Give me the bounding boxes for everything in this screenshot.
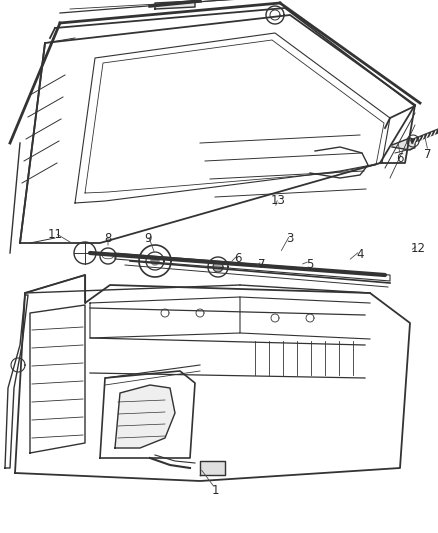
Polygon shape bbox=[200, 461, 225, 475]
Polygon shape bbox=[155, 1, 195, 9]
Polygon shape bbox=[115, 385, 175, 448]
Text: 8: 8 bbox=[104, 231, 112, 245]
Text: 4: 4 bbox=[356, 248, 364, 262]
Polygon shape bbox=[392, 138, 415, 150]
Text: 1: 1 bbox=[211, 484, 219, 497]
Text: 12: 12 bbox=[410, 241, 425, 254]
Text: 7: 7 bbox=[424, 149, 432, 161]
Text: 11: 11 bbox=[47, 229, 63, 241]
Text: 5: 5 bbox=[306, 259, 314, 271]
Text: 3: 3 bbox=[286, 231, 294, 245]
Text: 6: 6 bbox=[234, 253, 242, 265]
Text: 13: 13 bbox=[271, 195, 286, 207]
Polygon shape bbox=[213, 262, 223, 272]
Text: 7: 7 bbox=[258, 259, 266, 271]
Polygon shape bbox=[151, 257, 159, 265]
Text: 6: 6 bbox=[396, 151, 404, 165]
Text: 9: 9 bbox=[144, 231, 152, 245]
